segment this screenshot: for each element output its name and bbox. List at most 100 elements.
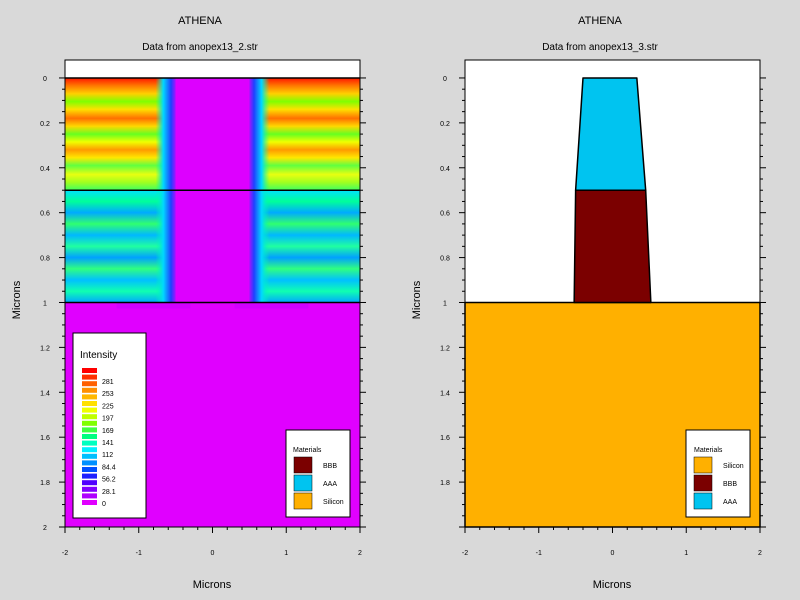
intensity-swatch <box>82 500 97 505</box>
right-app-title: ATHENA <box>578 15 622 27</box>
right-materials-items: Silicon BBB AAA <box>693 456 744 510</box>
left-materials-items: BBB AAA Silicon <box>293 456 344 510</box>
right-material-swatch <box>693 456 713 474</box>
left-y-tick-label: 0 <box>43 76 47 83</box>
right-x-tick-label: 0 <box>611 550 615 557</box>
left-substrate-shade-right <box>234 302 309 309</box>
intensity-swatch <box>82 394 97 400</box>
intensity-level-label: 141 <box>102 440 114 447</box>
intensity-level-label: 169 <box>102 428 114 435</box>
right-x-tick-label: 1 <box>684 550 688 557</box>
intensity-level-label: 112 <box>102 452 113 459</box>
intensity-level-label: 197 <box>102 416 114 423</box>
right-y-tick-label: 0.4 <box>440 166 450 173</box>
intensity-legend-title: Intensity <box>80 350 117 361</box>
left-y-tick-label: 1.4 <box>40 390 50 397</box>
intensity-level-label: 253 <box>102 391 114 398</box>
right-y-tick-label: 1.2 <box>440 345 450 352</box>
left-air-region <box>65 60 360 78</box>
right-panel: ATHENA Data from anopex13_3.str 00.20.40… <box>411 15 766 591</box>
right-y-tick-label: 1.8 <box>440 480 450 487</box>
intensity-swatch <box>82 480 97 486</box>
left-axes: 0 0.2 0.4 0.6 0.8 1 1.2 1.4 1.6 1.8 2 -2 -1 0 1 2 <box>40 59 366 557</box>
intensity-swatch <box>82 420 97 426</box>
right-material-label: AAA <box>723 499 737 506</box>
intensity-swatch <box>82 440 97 446</box>
left-y-tick-label: 0.4 <box>40 166 50 173</box>
left-y-tick-label: 1.2 <box>40 345 50 352</box>
left-materials-legend: Materials BBB AAA Silicon <box>285 429 351 518</box>
intensity-swatch <box>82 381 97 387</box>
right-materials-legend-title: Materials <box>694 447 723 454</box>
intensity-legend-labels: 281 253 225 197 169 141 112 84.4 56.2 28.1 0 <box>102 379 116 508</box>
right-material-label: Silicon <box>723 463 744 470</box>
right-region-aaa <box>574 77 647 191</box>
right-x-tick-label: -2 <box>462 550 468 557</box>
right-material-swatch <box>693 492 713 510</box>
right-materials-legend: Materials Silicon BBB AAA <box>685 429 751 518</box>
right-y-tick-label: 0.8 <box>440 256 450 263</box>
left-chart-title: Data from anopex13_2.str <box>142 42 258 53</box>
intensity-legend-swatches <box>82 368 97 505</box>
intensity-level-label: 84.4 <box>102 464 116 471</box>
intensity-swatch <box>82 486 97 492</box>
intensity-swatch <box>82 493 97 499</box>
left-y-tick-label: 2 <box>43 525 47 532</box>
left-x-tick-label: -2 <box>62 550 68 557</box>
intensity-swatch <box>82 460 97 466</box>
left-material-label: Silicon <box>323 499 344 506</box>
left-y-tick-label: 0.8 <box>40 256 50 263</box>
intensity-swatch <box>82 447 97 453</box>
right-material-swatch <box>693 474 713 492</box>
intensity-level-label: 28.1 <box>102 489 116 496</box>
right-chart-title: Data from anopex13_3.str <box>542 42 658 53</box>
left-panel: ATHENA Data from anopex13_2.str 0 0.2 0.4 0… <box>11 15 366 591</box>
intensity-swatch <box>82 368 97 373</box>
right-y-tick-label: 1.4 <box>440 390 450 397</box>
left-material-swatch <box>293 456 313 474</box>
left-y-tick-label: 1.8 <box>40 480 50 487</box>
left-substrate-shade-left <box>116 302 191 309</box>
right-y-tick-label: 0 <box>443 76 447 83</box>
right-axes: 0 0.2 0.4 0.6 0.8 1 1.2 1.4 1.6 1.8 -2 -1 0 1 2 <box>440 59 766 557</box>
intensity-swatch <box>82 473 97 479</box>
intensity-swatch <box>82 467 97 472</box>
left-material-swatch <box>293 474 313 492</box>
right-x-axis-label: Microns <box>593 579 632 591</box>
left-material-swatch <box>293 492 313 510</box>
intensity-swatch <box>82 434 97 439</box>
right-y-axis-label: Microns <box>411 280 423 319</box>
intensity-legend: Intensity 28125322519716914111284.456.22… <box>72 332 147 519</box>
left-material-label: AAA <box>323 481 337 488</box>
intensity-swatch <box>82 407 97 413</box>
right-x-tick-label: 2 <box>758 550 762 557</box>
intensity-swatch <box>82 427 97 433</box>
left-x-axis-label: Microns <box>193 579 232 591</box>
intensity-swatch <box>82 387 97 393</box>
intensity-level-label: 0 <box>102 501 106 508</box>
left-x-tick-label: 0 <box>211 550 215 557</box>
left-app-title: ATHENA <box>178 15 222 27</box>
right-y-tick-label: 1.6 <box>440 435 450 442</box>
left-materials-legend-title: Materials <box>293 447 322 454</box>
intensity-level-label: 225 <box>102 403 114 410</box>
left-y-tick-label: 1 <box>43 300 47 307</box>
left-y-axis-label: Microns <box>11 280 23 319</box>
left-y-tick-label: 0.2 <box>40 121 50 128</box>
right-y-tick-label: 0.2 <box>440 121 450 128</box>
left-x-tick-label: 2 <box>358 550 362 557</box>
left-x-tick-label: 1 <box>284 550 288 557</box>
right-y-tick-label: 1 <box>443 300 447 307</box>
intensity-swatch <box>82 374 97 380</box>
left-x-tick-label: -1 <box>136 550 142 557</box>
intensity-swatch <box>82 401 97 406</box>
intensity-swatch <box>82 453 97 459</box>
right-material-label: BBB <box>723 481 737 488</box>
left-y-tick-label: 1.6 <box>40 435 50 442</box>
intensity-level-label: 56.2 <box>102 477 116 484</box>
right-y-tick-label: 0.6 <box>440 211 450 218</box>
right-x-tick-label: -1 <box>536 550 542 557</box>
intensity-swatch <box>82 414 97 420</box>
intensity-level-label: 281 <box>102 379 114 386</box>
